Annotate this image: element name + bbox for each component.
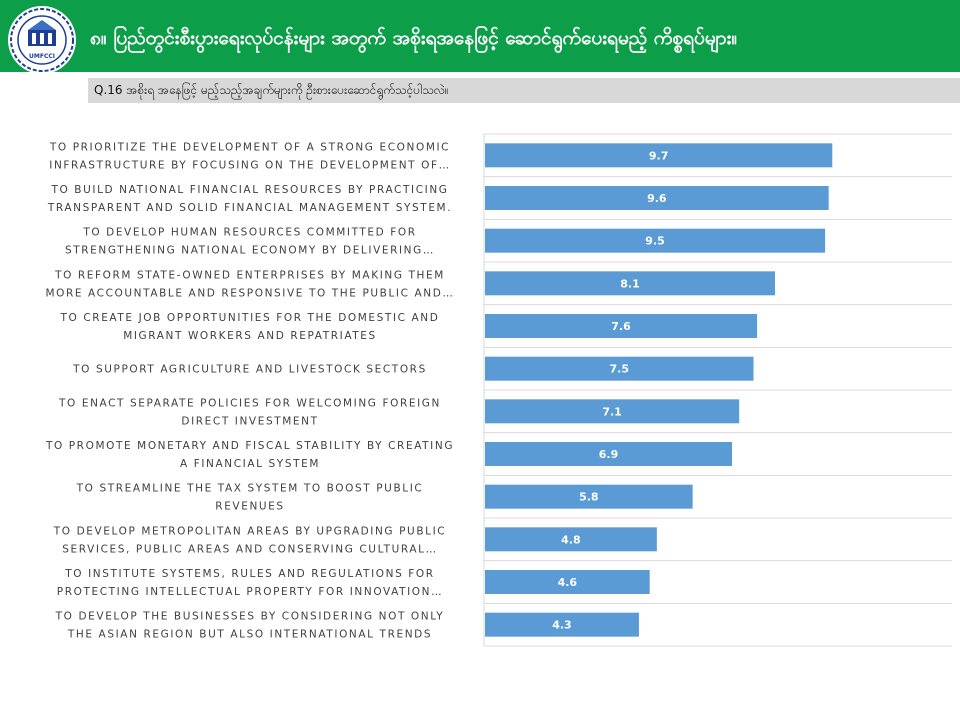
category-label-line: A FINANCIAL SYSTEM [180,458,320,470]
category-label-line: TO BUILD NATIONAL FINANCIAL RESOURCES BY… [50,184,448,196]
bar [485,527,657,552]
category-label: TO DEVELOP THE BUSINESSES BY CONSIDERING… [55,611,445,641]
category-label-line: TO REFORM STATE-OWNED ENTERPRISES BY MAK… [54,269,445,281]
category-label-line: TO ENACT SEPARATE POLICIES FOR WELCOMING… [58,397,441,409]
category-label-line: MIGRANT WORKERS AND REPATRIATES [123,330,377,342]
category-label-line: SERVICES, PUBLIC AREAS AND CONSERVING CU… [62,543,437,555]
data-label: 7.5 [610,363,630,376]
bar [485,442,733,466]
category-label-line: STRENGTHENING NATIONAL ECONOMY BY DELIVE… [65,245,435,257]
category-label: TO CREATE JOB OPPORTUNITIES FOR THE DOME… [60,312,440,342]
logo-seal-icon: UMFCCI [8,6,76,74]
data-label: 6.9 [599,448,619,461]
data-label: 9.5 [645,235,665,248]
category-label-line: TO SUPPORT AGRICULTURE AND LIVESTOCK SEC… [72,364,427,376]
category-label-line: REVENUES [215,501,284,513]
category-label-line: INFRASTRUCTURE BY FOCUSING ON THE DEVELO… [49,159,450,171]
bar [485,399,740,424]
bar [485,186,829,210]
category-label: TO ENACT SEPARATE POLICIES FOR WELCOMING… [58,397,441,427]
bar [485,356,754,381]
category-label-line: PROTECTING INTELLECTUAL PROPERTY FOR INN… [57,586,443,598]
category-label-line: TO INSTITUTE SYSTEMS, RULES AND REGULATI… [64,568,434,580]
category-label: TO DEVELOP HUMAN RESOURCES COMMITTED FOR… [65,227,435,257]
category-label-line: TO DEVELOP METROPOLITAN AREAS BY UPGRADI… [53,525,446,537]
umfcci-logo: UMFCCI [4,4,80,76]
category-label: TO INSTITUTE SYSTEMS, RULES AND REGULATI… [57,568,443,598]
bar [485,314,758,338]
category-label-line: TO PROMOTE MONETARY AND FISCAL STABILITY… [45,440,454,452]
question-bar: Q.16 အစိုးရ အနေဖြင့် မည့်သည့်အချက်များကိ… [88,78,960,103]
category-label: TO SUPPORT AGRICULTURE AND LIVESTOCK SEC… [72,364,427,376]
category-label-line: TO PRIORITIZE THE DEVELOPMENT OF A STRON… [49,141,450,153]
category-label-line: TRANSPARENT AND SOLID FINANCIAL MANAGEME… [47,202,452,214]
category-label: TO PRIORITIZE THE DEVELOPMENT OF A STRON… [49,141,451,171]
data-label: 5.8 [579,491,599,504]
header-bar: UMFCCI ၈။ ပြည်တွင်းစီးပွားရေးလုပ်ငန်းမျာ… [0,0,960,74]
bar-chart: 9.7 TO PRIORITIZE THE DEVELOPMENT OF A ST… [0,110,960,670]
bar [485,612,639,637]
bar [485,143,833,168]
category-label: TO DEVELOP METROPOLITAN AREAS BY UPGRADI… [53,525,446,555]
category-label: TO REFORM STATE-OWNED ENTERPRISES BY MAK… [45,269,454,299]
bar [485,228,826,253]
category-label-line: TO DEVELOP HUMAN RESOURCES COMMITTED FOR [82,227,416,239]
bar-chart-svg: 9.7 TO PRIORITIZE THE DEVELOPMENT OF A ST… [45,133,952,647]
bar [485,570,650,594]
data-label: 7.6 [611,320,631,333]
category-label-line: THE ASIAN REGION BUT ALSO INTERNATIONAL … [67,629,432,641]
data-label: 4.8 [561,533,581,546]
data-label: 4.6 [558,576,578,589]
logo-text: UMFCCI [29,53,55,60]
data-label: 9.7 [649,149,669,162]
data-label: 9.6 [647,192,667,205]
category-label-line: MORE ACCOUNTABLE AND RESPONSIVE TO THE P… [45,287,454,299]
category-label-line: TO CREATE JOB OPPORTUNITIES FOR THE DOME… [60,312,440,324]
bar [485,271,775,296]
category-label-line: TO DEVELOP THE BUSINESSES BY CONSIDERING… [55,611,445,623]
category-label: TO BUILD NATIONAL FINANCIAL RESOURCES BY… [47,184,452,214]
category-label: TO STREAMLINE THE TAX SYSTEM TO BOOST PU… [76,483,424,513]
bar [485,484,693,509]
category-label: TO PROMOTE MONETARY AND FISCAL STABILITY… [45,440,454,470]
question-text: Q.16 အစိုးရ အနေဖြင့် မည့်သည့်အချက်များကိ… [94,83,449,97]
data-label: 7.1 [602,405,622,418]
category-label-line: DIRECT INVESTMENT [181,415,318,427]
category-label-line: TO STREAMLINE THE TAX SYSTEM TO BOOST PU… [76,483,424,495]
data-label: 8.1 [620,277,640,290]
page-title: ၈။ ပြည်တွင်းစီးပွားရေးလုပ်ငန်းများ အတွက်… [90,27,738,49]
data-label: 4.3 [552,619,572,632]
